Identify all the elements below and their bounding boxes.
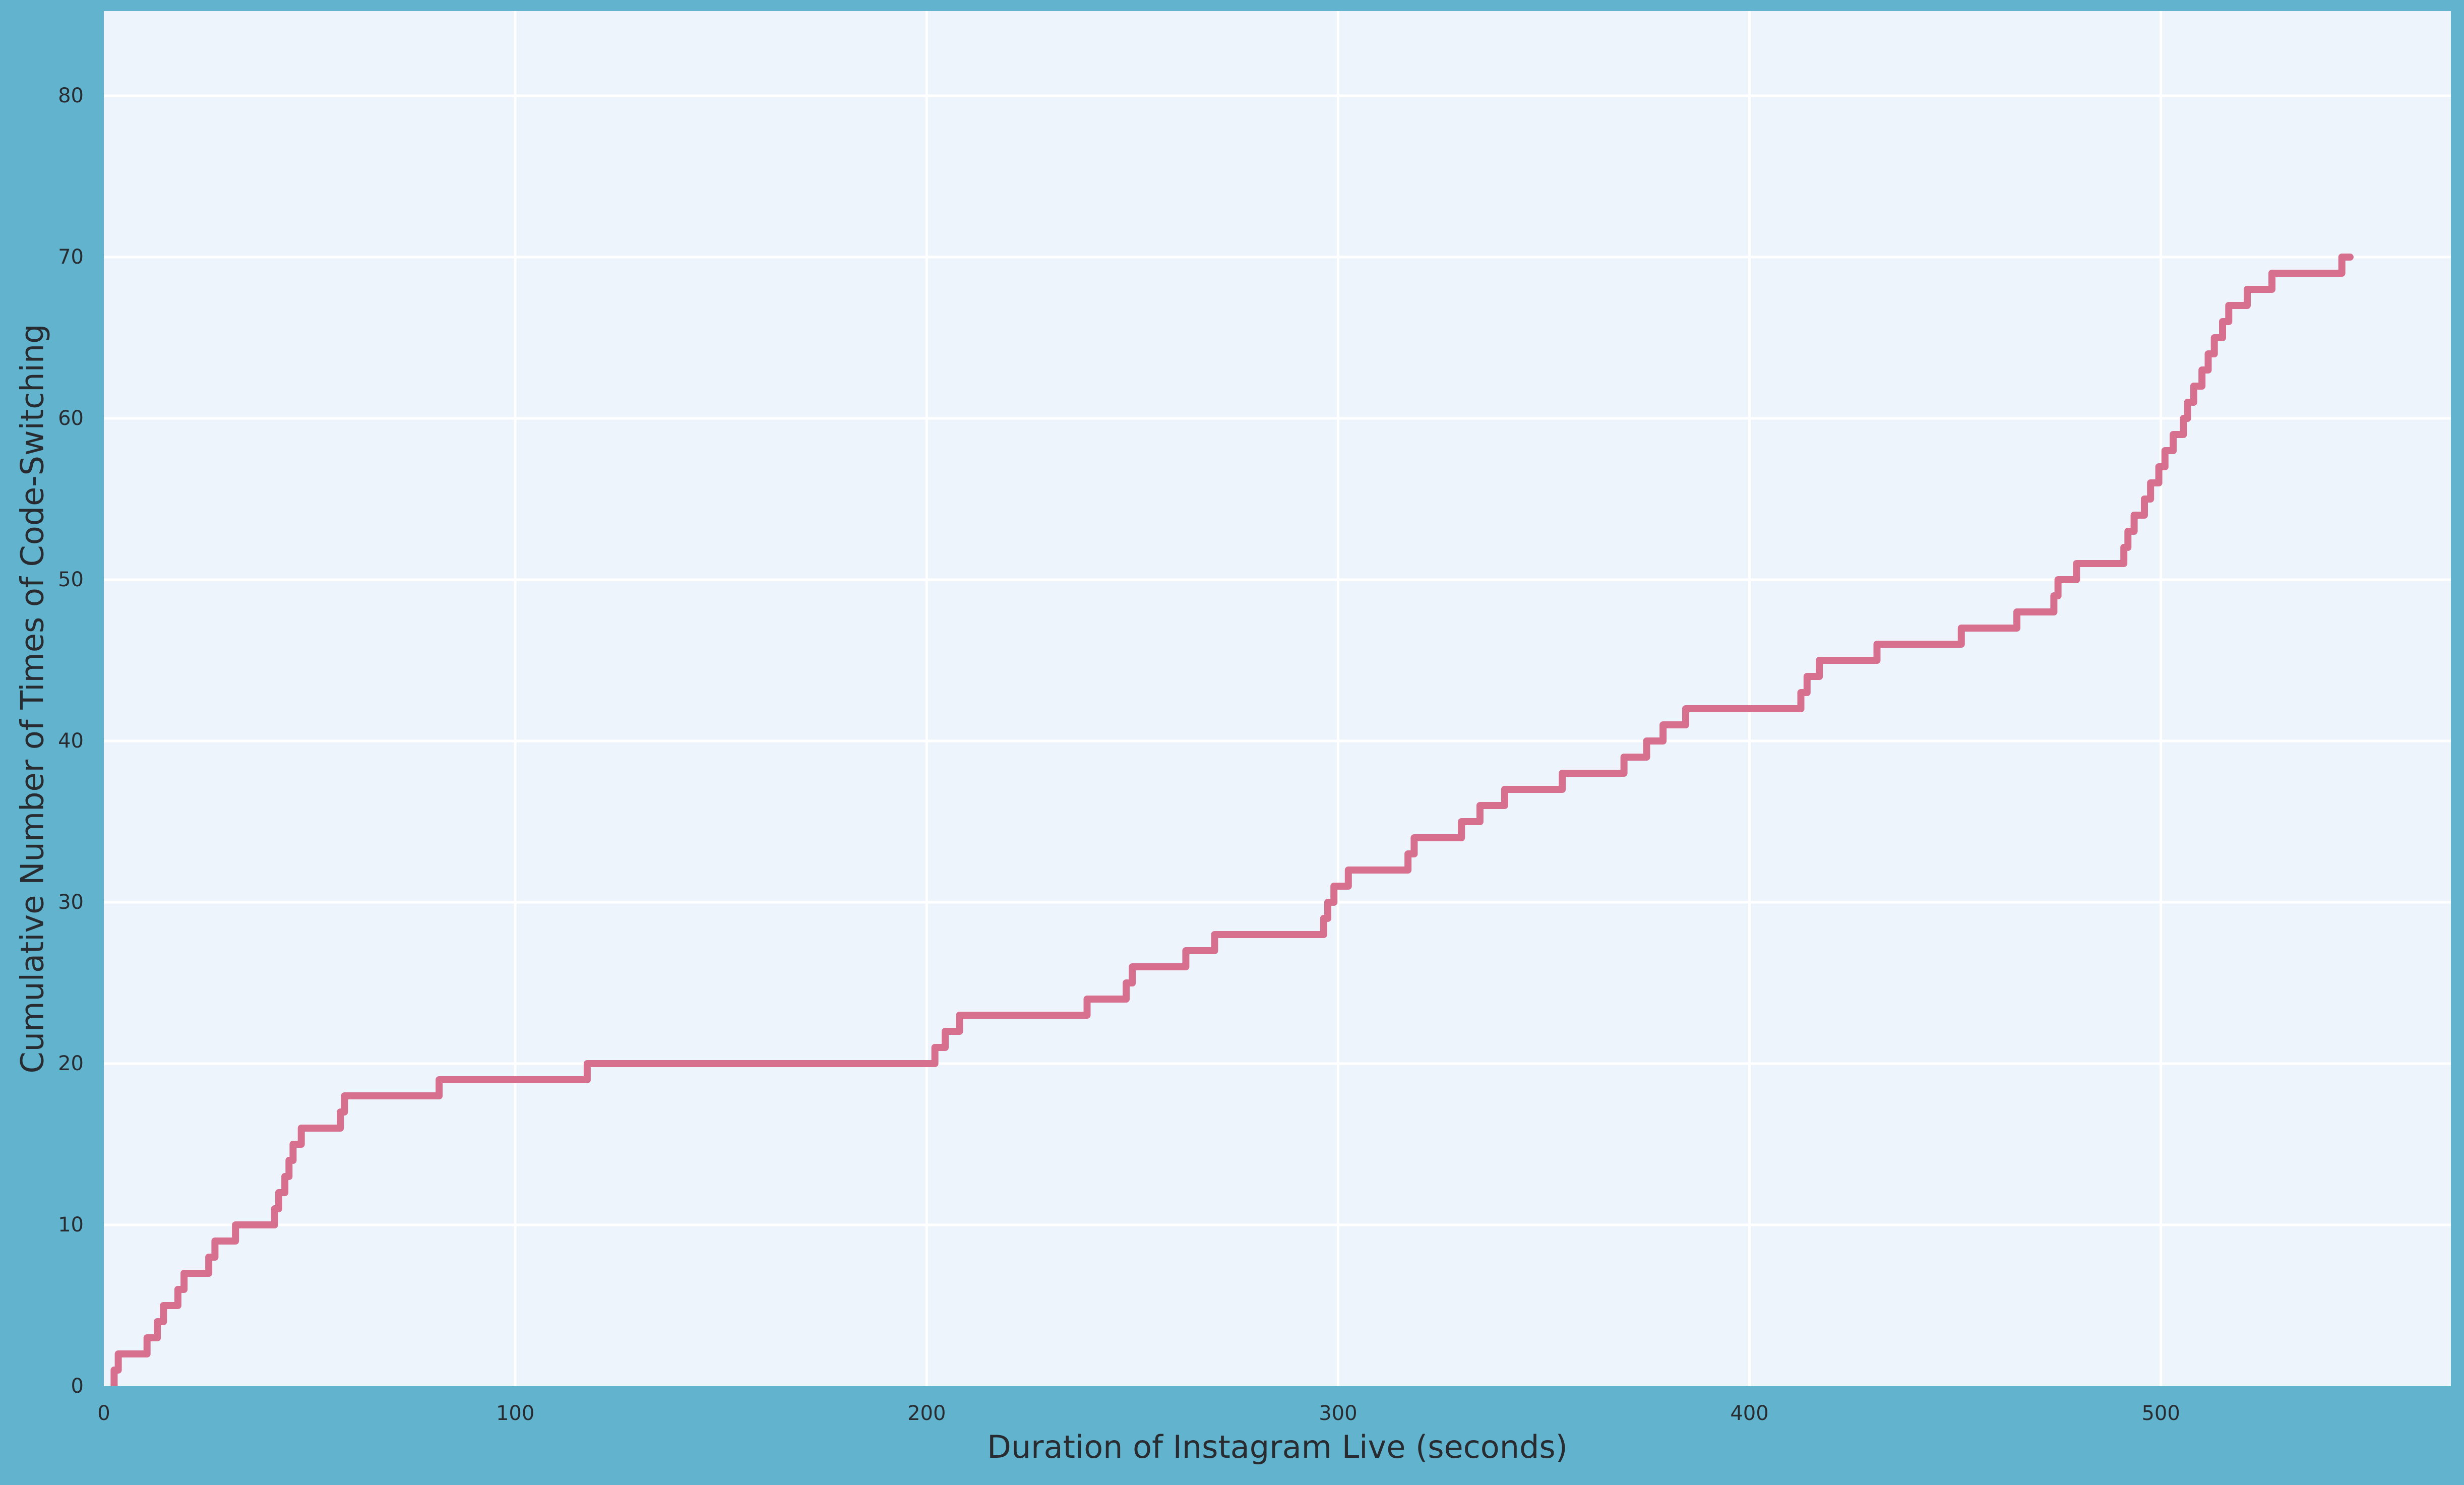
y-tick-label-80: 80 xyxy=(58,84,84,107)
x-tick-label-400: 400 xyxy=(1730,1402,1769,1425)
x-tick-label-200: 200 xyxy=(907,1402,946,1425)
y-tick-label-20: 20 xyxy=(58,1052,84,1075)
y-tick-label-60: 60 xyxy=(58,407,84,430)
plot-area-background xyxy=(104,11,2451,1386)
x-tick-label-0: 0 xyxy=(97,1402,110,1425)
cumulative-step-line xyxy=(110,254,2354,1386)
x-tick-label-300: 300 xyxy=(1319,1402,1358,1425)
y-tick-label-70: 70 xyxy=(58,245,84,269)
y-tick-label-10: 10 xyxy=(58,1213,84,1236)
y-axis-title: Cumulative Number of Times of Code-Switc… xyxy=(14,324,51,1074)
plot-area xyxy=(104,11,2451,1386)
y-tick-label-30: 30 xyxy=(58,891,84,914)
x-tick-label-500: 500 xyxy=(2141,1402,2180,1425)
y-tick-label-0: 0 xyxy=(71,1375,84,1398)
y-tick-label-50: 50 xyxy=(58,568,84,591)
x-tick-label-100: 100 xyxy=(496,1402,535,1425)
x-axis-title: Duration of Instagram Live (seconds) xyxy=(987,1429,1568,1465)
y-tick-label-40: 40 xyxy=(58,729,84,753)
